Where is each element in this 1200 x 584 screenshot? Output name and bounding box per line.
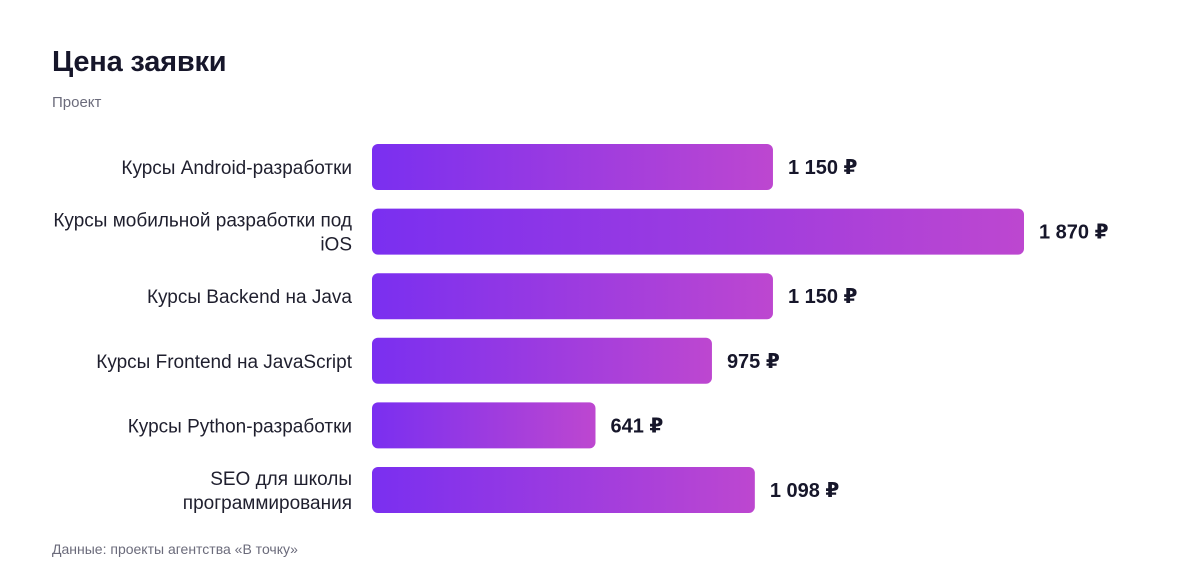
value-label: 1 150 ₽ xyxy=(788,286,858,308)
bar xyxy=(372,208,1024,255)
value-label: 975 ₽ xyxy=(727,351,780,373)
value-label: 1 870 ₽ xyxy=(1039,222,1109,244)
category-label: Курсы Frontend на JavaScript xyxy=(96,352,352,373)
category-label: Курсы Android-разработки xyxy=(121,158,352,179)
data-source-note: Данные: проекты агентства «В точку» xyxy=(52,541,298,557)
value-label: 1 098 ₽ xyxy=(770,480,840,502)
category-label: Курсы Python-разработки xyxy=(128,416,352,437)
bar xyxy=(372,273,773,320)
category-label: Курсы мобильной разработки под iOS xyxy=(53,211,352,256)
value-label: 641 ₽ xyxy=(610,415,663,437)
chart-title: Цена заявки xyxy=(52,46,227,78)
bar xyxy=(372,337,712,384)
chart-subtitle: Проект xyxy=(52,94,102,111)
bar xyxy=(372,467,755,513)
bars-layer: Курсы Android-разработки 1 150 ₽ Курсы моб… xyxy=(53,144,1109,514)
value-label: 1 150 ₽ xyxy=(788,157,858,179)
bar xyxy=(372,144,773,190)
category-label: Курсы Backend на Java xyxy=(147,287,352,308)
bar xyxy=(372,402,596,449)
category-label: SEO для школы программирования xyxy=(183,469,352,514)
